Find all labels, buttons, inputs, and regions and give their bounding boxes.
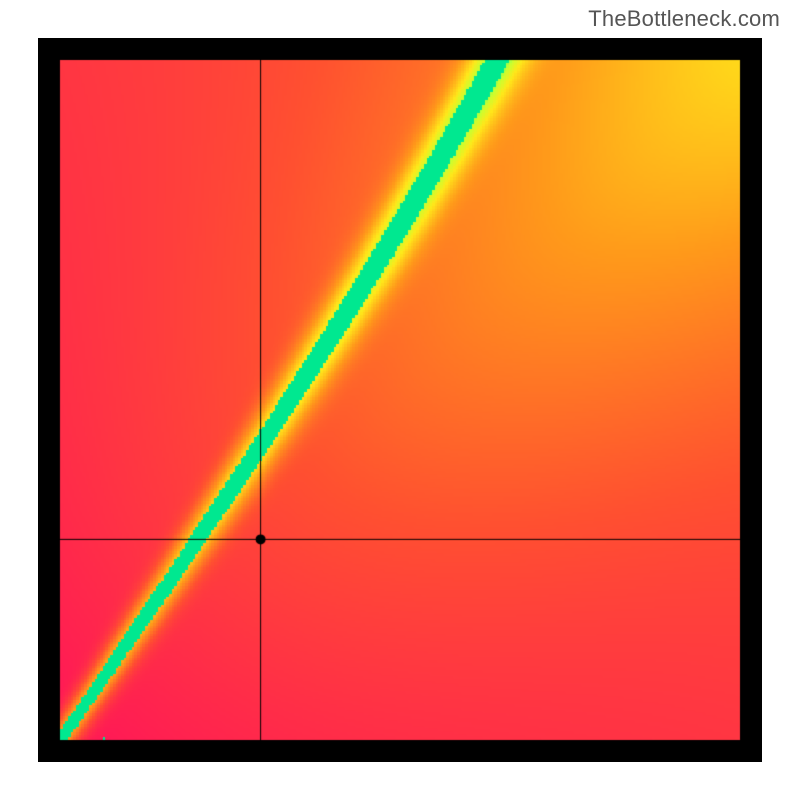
heatmap-canvas (38, 38, 762, 762)
plot-frame (38, 38, 762, 762)
watermark-text: TheBottleneck.com (588, 6, 780, 32)
page-container: TheBottleneck.com (0, 0, 800, 800)
